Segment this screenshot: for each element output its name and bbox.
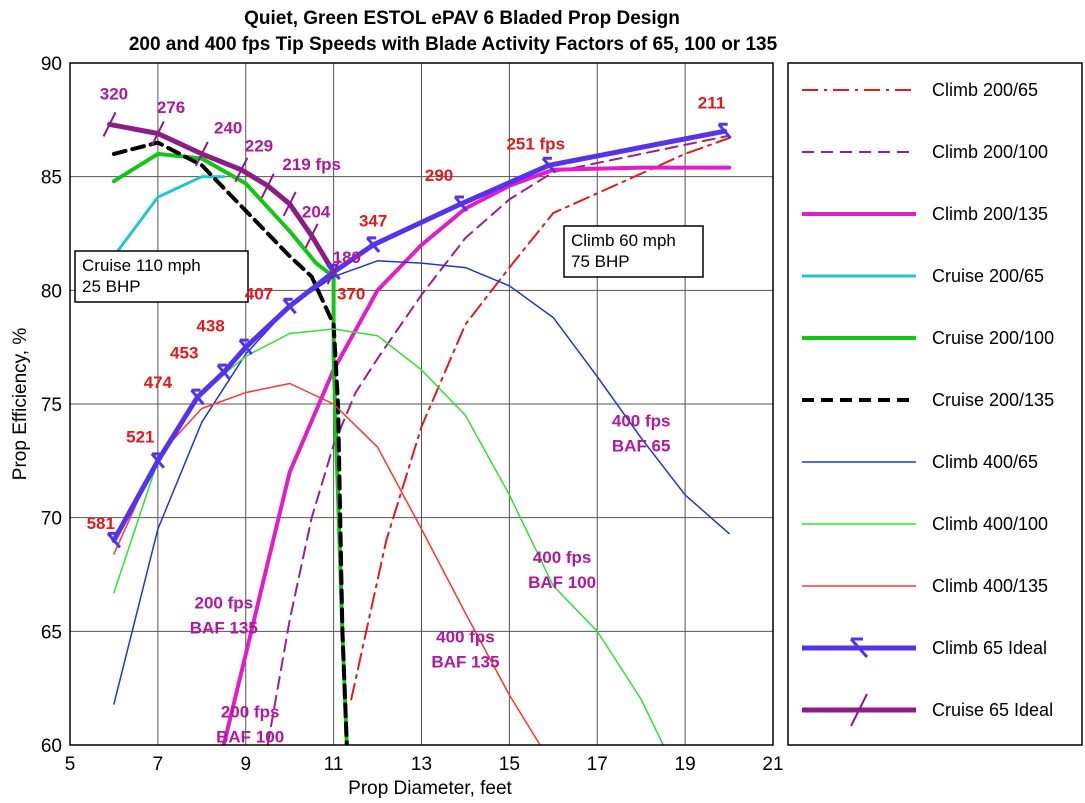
annotation-box-text: 25 BHP: [82, 277, 141, 296]
cruise-ideal-marker: [260, 173, 275, 199]
legend-entry-label: Climb 200/135: [932, 204, 1048, 224]
x-axis-label: Prop Diameter, feet: [348, 778, 512, 799]
legend-entry-label: Climb 400/100: [932, 514, 1048, 534]
climb-ideal-marker: [216, 363, 231, 381]
legend-frame: [787, 62, 1083, 746]
annotation-box-text: Cruise 110 mph: [82, 256, 201, 275]
legend-entry-label: Climb 400/65: [932, 452, 1038, 472]
x-tick-label: 21: [762, 754, 783, 775]
data-annotation: 320: [100, 84, 128, 103]
data-annotation: BAF 135: [190, 619, 258, 638]
cruise-ideal-marker: [282, 191, 297, 217]
y-tick-label: 80: [41, 281, 62, 302]
climb-ideal-marker: [190, 388, 205, 406]
series-line-10: [107, 121, 337, 275]
series-line-1: [266, 134, 731, 745]
legend-entry-label: Climb 65 Ideal: [932, 638, 1047, 658]
series-line-5: [111, 140, 349, 745]
climb-ideal-marker: [238, 338, 253, 356]
legend-entry-label: Cruise 200/100: [932, 328, 1054, 348]
data-annotation: 400 fps: [436, 628, 495, 647]
series-group: [102, 111, 732, 745]
data-annotation: BAF 100: [216, 728, 284, 747]
data-annotation: 400 fps: [533, 548, 592, 567]
annotation-box-text: 75 BHP: [571, 252, 630, 271]
data-annotation: 581: [87, 514, 115, 533]
y-tick-label: 75: [41, 395, 62, 416]
data-annotation: 276: [157, 98, 185, 117]
data-annotation: 200 fps: [194, 594, 253, 613]
legend-entry-label: Climb 200/65: [932, 80, 1038, 100]
data-annotation: 200 fps: [221, 703, 280, 722]
data-annotation: 219 fps: [282, 155, 341, 174]
climb-ideal-marker: [282, 297, 297, 315]
data-annotation: BAF 65: [612, 437, 671, 456]
plot-area: 5 7 9 11 13 15 17 19 21 60 65 70 75 80 85 90 Cruise 110 …: [41, 54, 784, 775]
cruise-ideal-marker: [102, 111, 117, 137]
data-annotation: 204: [302, 203, 331, 222]
climb-ideal-marker: [366, 236, 381, 253]
plot-frame: [69, 62, 774, 746]
series-line-0: [350, 137, 731, 701]
climb-ideal-marker: [106, 531, 122, 549]
annotation-box: [74, 250, 249, 303]
annotation-box-text: Climb 60 mph: [571, 231, 676, 250]
legend-entry-label: Cruise 65 Ideal: [932, 700, 1053, 720]
data-annotation: 521: [126, 428, 154, 447]
y-axis-label: Prop Efficiency, %: [10, 328, 31, 481]
data-annotation: 240: [214, 118, 242, 137]
data-annotation: 438: [196, 316, 224, 335]
climb-ideal-marker: [541, 156, 557, 174]
climb-ideal-marker: [150, 452, 166, 469]
legend-entry-label: Climb 400/135: [932, 576, 1048, 596]
series-line-3: [112, 175, 226, 258]
x-tick-label: 19: [675, 754, 696, 775]
cruise-ideal-marker: [326, 259, 341, 285]
data-annotation: 453: [170, 344, 198, 363]
y-tick-label: 85: [41, 168, 62, 189]
climb-ideal-marker: [717, 122, 732, 140]
legend-entry-label: Climb 200/100: [932, 142, 1048, 162]
series-line-8: [113, 382, 541, 745]
legend-entry-label: Cruise 200/135: [932, 390, 1054, 410]
legend: Climb 200/65 Climb 200/100 Climb 200/135 Cr…: [787, 62, 1083, 746]
annotation-box: [563, 225, 704, 278]
climb-ideal-marker: [453, 195, 469, 212]
y-tick-label: 65: [41, 622, 62, 643]
data-annotation: BAF 135: [431, 653, 499, 672]
y-tick-label: 60: [41, 736, 62, 757]
x-tick-label: 15: [499, 754, 520, 775]
x-tick-label: 9: [240, 754, 251, 775]
legend-marker-cruise-ideal: [850, 693, 868, 727]
x-tick-label: 17: [587, 754, 608, 775]
x-tick-label: 5: [65, 754, 76, 775]
data-annotation: 229: [245, 137, 273, 156]
y-tick-label: 90: [41, 54, 62, 75]
x-tick-label: 11: [324, 754, 344, 775]
data-annotation: 211: [698, 93, 725, 112]
legend-entry-label: Cruise 200/65: [932, 266, 1044, 286]
legend-marker-climb-ideal: [849, 637, 869, 658]
x-tick-label: 13: [411, 754, 432, 775]
data-annotation: 474: [144, 373, 173, 392]
data-annotation: 251 fps: [506, 134, 565, 153]
cruise-ideal-marker: [304, 223, 319, 249]
y-tick-label: 70: [41, 509, 62, 530]
data-annotation: 370: [337, 284, 365, 303]
data-annotation: 407: [245, 284, 273, 303]
series-line-6: [113, 260, 730, 705]
data-annotation: 400 fps: [612, 412, 671, 431]
data-annotation: 189: [333, 248, 361, 267]
data-annotation: 290: [425, 166, 453, 185]
cruise-ideal-marker: [234, 157, 249, 183]
data-annotation: 347: [359, 212, 387, 231]
cruise-ideal-marker: [150, 121, 165, 146]
data-annotation: BAF 100: [528, 573, 596, 592]
x-tick-label: 7: [153, 754, 164, 775]
chart-subtitle: 200 and 400 fps Tip Speeds with Blade Ac…: [129, 34, 778, 55]
cruise-ideal-marker: [194, 141, 209, 167]
series-line-2: [221, 165, 732, 745]
chart-title: Quiet, Green ESTOL ePAV 6 Bladed Prop De…: [244, 8, 680, 29]
